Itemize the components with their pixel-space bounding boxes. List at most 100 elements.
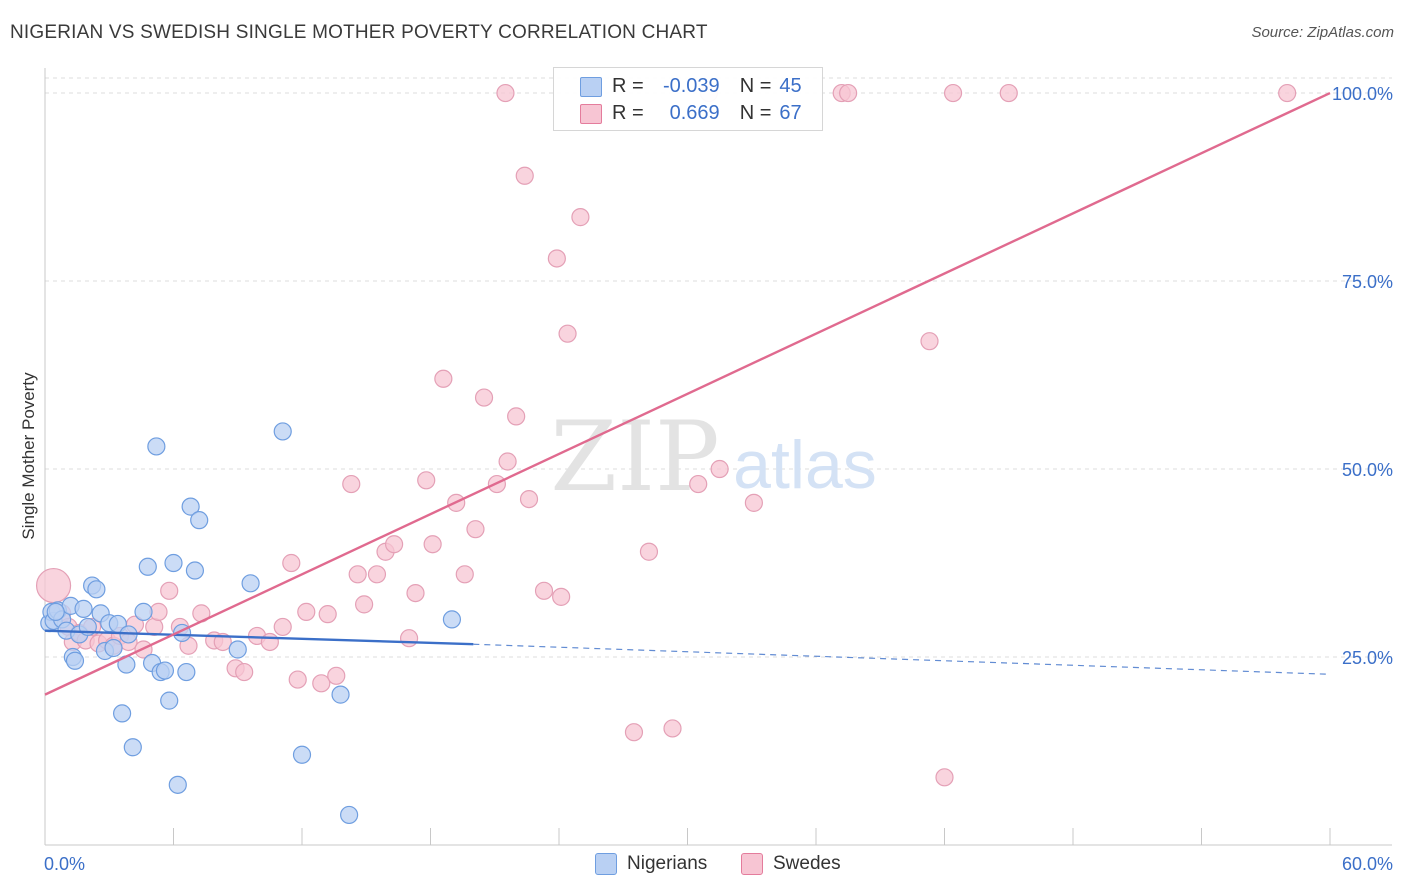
swede-point	[160, 581, 179, 600]
bottom-legend-label-nigerians: Nigerians	[627, 853, 708, 874]
legend-r-label: R =	[612, 101, 644, 124]
legend-row-swedes: R = 0.669 N = 67	[612, 101, 802, 125]
nigerian-point	[46, 602, 65, 621]
nigerian-point	[228, 640, 247, 659]
legend-n-label: N =	[739, 74, 772, 97]
legend-r-value-nigerians: -0.039	[662, 74, 720, 97]
swede-point	[235, 662, 254, 682]
x-tick-label: 60.0%	[1342, 854, 1393, 874]
nigerian-point	[155, 661, 175, 680]
nigerian-point	[168, 775, 187, 794]
nigerian-point	[104, 638, 123, 658]
nigerian-point	[442, 610, 462, 629]
y-tick-label: 100.0%	[1332, 84, 1393, 104]
swede-point	[327, 666, 346, 685]
legend-n-value-nigerians: 45	[779, 74, 802, 97]
swede-point	[260, 632, 279, 652]
swede-point	[558, 324, 577, 343]
swede-point	[417, 471, 436, 490]
nigerian-point	[74, 599, 93, 618]
legend-n-label: N =	[739, 101, 772, 124]
legend-swatch-swedes	[580, 104, 602, 124]
swedes-trend-line	[44, 91, 1331, 696]
swede-point	[348, 565, 367, 584]
swede-point	[639, 542, 659, 561]
legend-n-value-swedes: 67	[779, 101, 802, 124]
legend-r-label: R =	[612, 74, 644, 97]
stats-legend: R = -0.039 N = 45 R = 0.669 N = 67	[553, 67, 823, 131]
y-tick-label: 75.0%	[1342, 272, 1393, 292]
chart-title: NIGERIAN VS SWEDISH SINGLE MOTHER POVERT…	[10, 22, 708, 43]
nigerians-trend-extension	[473, 643, 1331, 675]
swede-point	[515, 166, 534, 185]
bottom-legend-swatch-nigerians	[595, 853, 617, 875]
nigerian-point	[87, 580, 106, 599]
swede-point	[624, 723, 644, 742]
nigerian-point	[331, 685, 350, 704]
swede-point	[498, 452, 517, 471]
nigerian-point	[123, 738, 142, 757]
watermark-atlas: atlas	[733, 427, 877, 503]
swede-point	[423, 535, 442, 554]
nigerian-point	[65, 651, 85, 670]
swede-point	[213, 632, 232, 652]
swede-point	[273, 617, 292, 637]
nigerian-point	[190, 511, 209, 530]
nigerian-point	[112, 704, 132, 723]
nigerian-point	[138, 557, 157, 576]
nigerian-point	[185, 561, 205, 580]
swede-point	[507, 407, 526, 426]
swede-point	[935, 768, 954, 787]
swede-point	[434, 369, 453, 388]
y-tick-label: 25.0%	[1342, 648, 1393, 668]
nigerian-point	[340, 805, 359, 825]
nigerian-point	[292, 745, 312, 764]
swede-point	[399, 629, 419, 648]
swede-point	[552, 587, 571, 606]
axis-layer: 25.0% 50.0% 75.0% 100.0% 0.0% 60.0%	[44, 68, 1393, 874]
swede-point	[999, 83, 1018, 103]
nigerian-point	[241, 574, 260, 593]
swede-point	[744, 493, 763, 512]
swede-point	[466, 520, 485, 539]
bottom-legend-label-swedes: Swedes	[773, 853, 841, 874]
swede-point	[288, 670, 307, 689]
legend-row-nigerians: R = -0.039 N = 45	[612, 74, 802, 98]
swede-point	[342, 474, 361, 494]
bottom-legend-nigerians: Nigerians	[595, 852, 707, 876]
nigerian-point	[160, 691, 179, 710]
source-label: Source: ZipAtlas.com	[1251, 24, 1394, 41]
swede-point	[1278, 83, 1297, 103]
swede-point	[35, 567, 72, 604]
nigerian-point	[181, 497, 200, 516]
nigerian-point	[273, 422, 292, 441]
swede-point	[312, 674, 331, 693]
nigerians-trend-line	[44, 629, 474, 646]
nigerian-point	[177, 662, 196, 682]
swede-point	[943, 83, 963, 103]
swede-point	[406, 583, 425, 603]
trend-layer	[44, 91, 1331, 696]
swede-point	[519, 489, 539, 509]
legend-swatch-nigerians	[580, 77, 602, 97]
grid-layer	[45, 77, 1392, 658]
swede-point	[839, 83, 858, 103]
swede-point	[663, 719, 682, 738]
swede-point	[710, 459, 729, 479]
swede-point	[384, 535, 404, 554]
swede-point	[571, 208, 590, 227]
x-tick-label: 0.0%	[44, 854, 85, 874]
nigerian-point	[164, 553, 183, 573]
swede-point	[534, 581, 554, 600]
swede-point	[496, 83, 515, 103]
swede-point	[355, 595, 374, 614]
swede-point	[547, 249, 566, 268]
bottom-legend-swedes: Swedes	[741, 852, 841, 876]
nigerian-point	[134, 602, 153, 621]
legend-r-value-swedes: 0.669	[669, 101, 720, 124]
swede-point	[474, 388, 494, 407]
swede-point	[297, 602, 316, 621]
bottom-legend-swatch-swedes	[741, 853, 763, 875]
swede-point	[318, 605, 337, 624]
